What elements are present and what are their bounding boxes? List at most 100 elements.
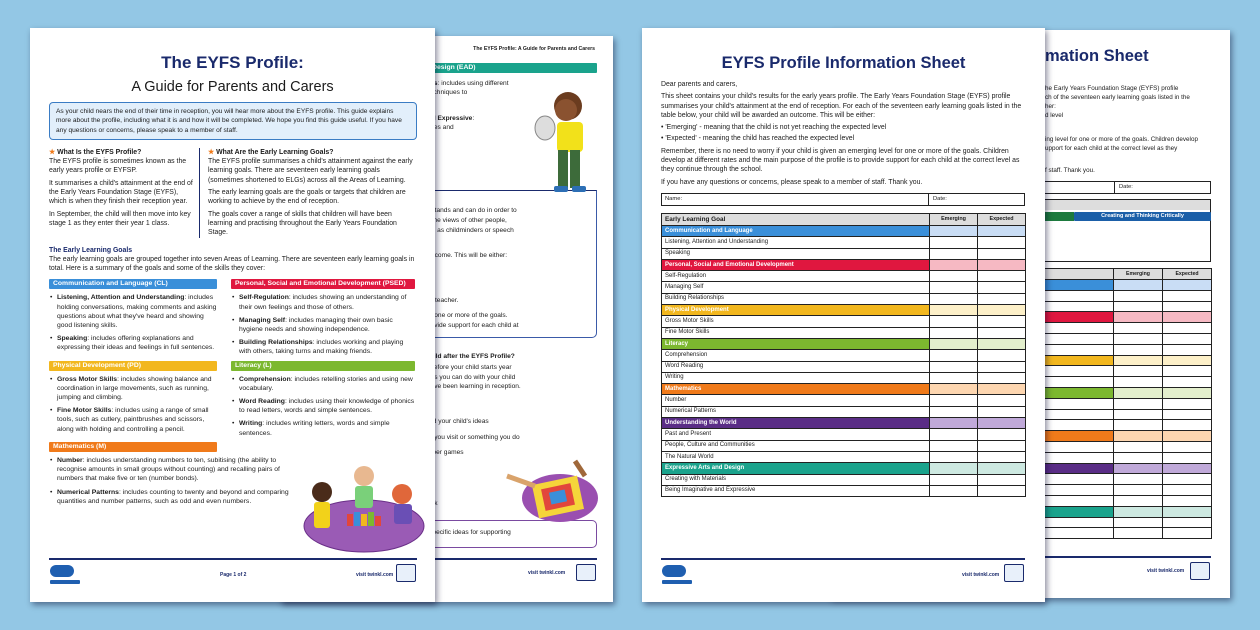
goal-desc: : includes holding conversations, making… xyxy=(57,294,217,330)
goal-item: Managing Self: includes managing their o… xyxy=(231,316,415,334)
expected-checkbox[interactable] xyxy=(977,349,1026,362)
line-text: be awarded an outcome. This will be eith… xyxy=(380,252,508,259)
emerging-checkbox[interactable] xyxy=(929,473,978,486)
line-rest: : xyxy=(472,115,475,122)
goal-term: Building Relationships xyxy=(239,339,313,347)
emerging-checkbox[interactable] xyxy=(929,270,978,283)
remember-paragraph: Remember, there is no need to worry if y… xyxy=(661,147,1020,174)
line-text: the profile is to provide support for ea… xyxy=(380,322,519,329)
twinkl-foundation-logo xyxy=(662,565,692,587)
expected-checkbox[interactable] xyxy=(977,360,1026,373)
area-m: Mathematics (M) Number: includes understa… xyxy=(49,441,299,506)
emerging-checkbox[interactable] xyxy=(929,394,978,407)
expected-checkbox[interactable] xyxy=(977,439,1026,452)
expected-checkbox[interactable] xyxy=(977,292,1026,306)
expected-checkbox[interactable] xyxy=(977,450,1026,464)
area-header: Personal, Social and Emotional Developme… xyxy=(231,279,415,290)
emerging-checkbox[interactable] xyxy=(929,315,978,328)
goal-item: Speaking: includes offering explanations… xyxy=(49,334,217,352)
text-line: Can I Help My Child after the EYFS Profi… xyxy=(380,353,515,362)
section-heading: The Early Learning Goals xyxy=(49,246,133,254)
children-playing-illustration xyxy=(303,466,425,553)
area-row xyxy=(1030,311,1212,324)
footer-url[interactable]: visit twinkl.com xyxy=(528,570,566,576)
goal-desc: : includes showing balance and coordinat… xyxy=(57,375,212,402)
goal-label: Word Reading xyxy=(661,360,930,373)
footer-url[interactable]: visit twinkl.com xyxy=(1147,568,1185,574)
text-line: ummer holidays, before your child starts… xyxy=(380,364,512,373)
bullet-text: 'Emerging' - meaning that the child is n… xyxy=(665,124,887,132)
col-what-are: ★ What Are the Early Learning Goals? The… xyxy=(208,148,417,238)
expected-checkbox[interactable] xyxy=(977,326,1026,339)
expected-checkbox[interactable] xyxy=(977,315,1026,328)
emerging-checkbox[interactable] xyxy=(929,247,978,260)
page-title: The EYFS Profile: xyxy=(161,53,304,72)
emerging-checkbox[interactable] xyxy=(929,326,978,339)
intro-columns: ★ What Is the EYFS Profile? The EYFS pro… xyxy=(49,147,417,238)
goal-label: Gross Motor Skills xyxy=(661,315,930,328)
emerging-checkbox[interactable] xyxy=(929,281,978,294)
goal-row: Comprehension xyxy=(661,349,1026,362)
goal-row xyxy=(1030,408,1212,421)
expected-checkbox[interactable] xyxy=(977,270,1026,283)
expected-checkbox[interactable] xyxy=(977,405,1026,419)
expected-checkbox[interactable] xyxy=(977,371,1026,385)
line-rest: : includes using different xyxy=(437,80,509,87)
text-line: her agencies, such as childminders or sp… xyxy=(380,227,514,236)
date-label: Date: xyxy=(933,195,947,202)
goal-item: Word Reading: includes using their knowl… xyxy=(231,397,415,415)
text-line: n the skills they have been learning in … xyxy=(380,383,521,392)
text-line: ch of the seventeen early learning goals… xyxy=(1045,94,1190,101)
area-row: Literacy xyxy=(661,337,1026,351)
expected-checkbox[interactable] xyxy=(977,428,1026,441)
footer-rule xyxy=(49,558,417,560)
emerging-checkbox[interactable] xyxy=(929,360,978,373)
text-line: d level xyxy=(1045,112,1064,119)
emerging-checkbox[interactable] xyxy=(929,450,978,464)
text-line: f staff. Thank you. xyxy=(1045,167,1095,174)
expected-checkbox[interactable] xyxy=(977,281,1026,294)
goal-row xyxy=(1030,365,1212,378)
emerging-checkbox[interactable] xyxy=(929,371,978,385)
emerging-checkbox[interactable] xyxy=(929,405,978,419)
goal-row: Listening, Attention and Understanding xyxy=(661,236,1026,249)
expected-checkbox[interactable] xyxy=(977,473,1026,486)
line-text: ctivities or some specific ideas for sup… xyxy=(380,529,511,536)
footer-url[interactable]: visit twinkl.com xyxy=(962,572,1000,578)
emerging-checkbox[interactable] xyxy=(929,236,978,249)
area-row xyxy=(1030,386,1212,399)
text-line: the profile is to provide support for ea… xyxy=(380,322,519,331)
expected-checkbox[interactable] xyxy=(977,236,1026,249)
header-emerging: Emerging xyxy=(929,212,978,226)
expected-checkbox[interactable] xyxy=(977,484,1026,498)
emerging-checkbox[interactable] xyxy=(929,484,978,498)
emerging-checkbox[interactable] xyxy=(929,428,978,441)
goal-label: Creating with Materials xyxy=(661,473,930,486)
goal-row xyxy=(1030,527,1212,540)
emerging-checkbox[interactable] xyxy=(929,439,978,452)
footer-url[interactable]: visit twinkl.com xyxy=(356,572,394,578)
goal-label: Listening, Attention and Understanding xyxy=(661,236,930,249)
goal-row: Writing xyxy=(661,371,1026,385)
goal-row xyxy=(1030,484,1212,496)
goal-label: Past and Present xyxy=(661,428,930,441)
goal-label: The Natural World xyxy=(661,450,930,464)
goal-row xyxy=(1030,516,1212,529)
bullet-emerging: • 'Emerging' - meaning that the child is… xyxy=(661,124,887,132)
goal-row: Managing Self xyxy=(661,281,1026,294)
twinkl-badge-icon xyxy=(576,564,596,581)
star-icon: ★ xyxy=(49,148,56,156)
paragraph: The EYFS profile is sometimes known as t… xyxy=(49,158,187,175)
expected-checkbox[interactable] xyxy=(977,394,1026,407)
page-number: Page 1 of 2 xyxy=(220,572,247,578)
area-label: Communication and Language xyxy=(661,224,930,238)
goal-desc: : includes using their knowledge of phon… xyxy=(239,398,415,415)
expected-checkbox[interactable] xyxy=(977,247,1026,260)
expected-cell xyxy=(977,224,1026,238)
text-line: her: xyxy=(1045,103,1056,110)
emerging-checkbox[interactable] xyxy=(929,349,978,362)
goal-row xyxy=(1030,419,1212,432)
goal-desc: : includes counting to twenty and beyond… xyxy=(57,488,289,505)
goal-term: Writing xyxy=(239,420,263,428)
emerging-checkbox[interactable] xyxy=(929,292,978,306)
